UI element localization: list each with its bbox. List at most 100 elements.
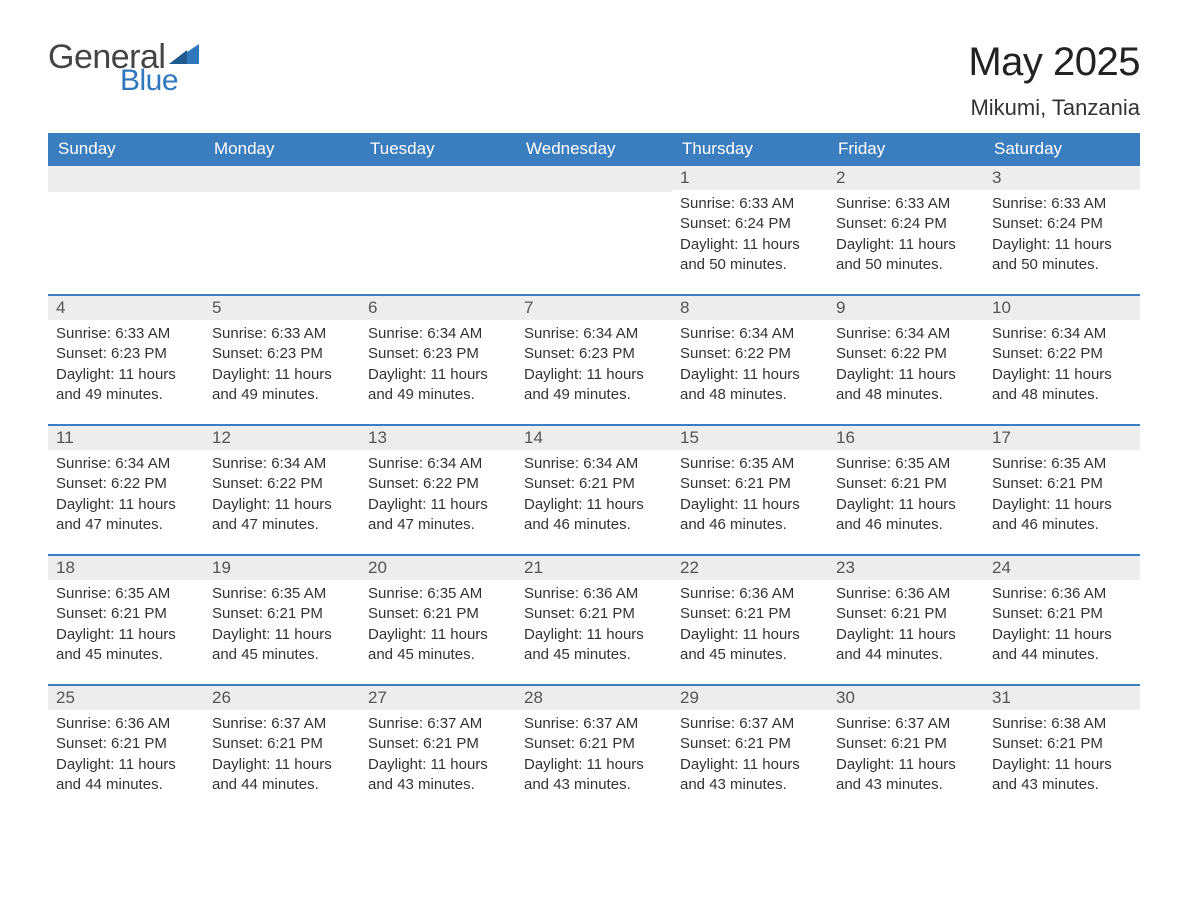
sunrise-text: Sunrise: 6:36 AM <box>56 714 196 734</box>
day-body: Sunrise: 6:34 AMSunset: 6:22 PMDaylight:… <box>48 450 204 543</box>
day-body: Sunrise: 6:37 AMSunset: 6:21 PMDaylight:… <box>204 710 360 803</box>
day-number: 1 <box>672 166 828 190</box>
day-number: 7 <box>516 296 672 320</box>
day-cell: 10Sunrise: 6:34 AMSunset: 6:22 PMDayligh… <box>984 296 1140 424</box>
daylight-text: Daylight: 11 hours and 50 minutes. <box>836 235 976 276</box>
sunrise-text: Sunrise: 6:36 AM <box>524 584 664 604</box>
week-row: 11Sunrise: 6:34 AMSunset: 6:22 PMDayligh… <box>48 424 1140 554</box>
day-body: Sunrise: 6:34 AMSunset: 6:21 PMDaylight:… <box>516 450 672 543</box>
day-cell: 22Sunrise: 6:36 AMSunset: 6:21 PMDayligh… <box>672 556 828 684</box>
sunset-text: Sunset: 6:22 PM <box>992 344 1132 364</box>
sunset-text: Sunset: 6:24 PM <box>680 214 820 234</box>
sunset-text: Sunset: 6:21 PM <box>524 734 664 754</box>
sunset-text: Sunset: 6:22 PM <box>212 474 352 494</box>
daylight-text: Daylight: 11 hours and 46 minutes. <box>836 495 976 536</box>
sunrise-text: Sunrise: 6:35 AM <box>56 584 196 604</box>
daylight-text: Daylight: 11 hours and 44 minutes. <box>836 625 976 666</box>
sunrise-text: Sunrise: 6:33 AM <box>212 324 352 344</box>
weekday-header: Saturday <box>984 133 1140 166</box>
weekday-header-row: SundayMondayTuesdayWednesdayThursdayFrid… <box>48 133 1140 166</box>
daylight-text: Daylight: 11 hours and 48 minutes. <box>680 365 820 406</box>
day-cell: 13Sunrise: 6:34 AMSunset: 6:22 PMDayligh… <box>360 426 516 554</box>
daylight-text: Daylight: 11 hours and 44 minutes. <box>212 755 352 796</box>
daylight-text: Daylight: 11 hours and 43 minutes. <box>992 755 1132 796</box>
daylight-text: Daylight: 11 hours and 47 minutes. <box>212 495 352 536</box>
sunrise-text: Sunrise: 6:34 AM <box>368 454 508 474</box>
day-body: Sunrise: 6:33 AMSunset: 6:23 PMDaylight:… <box>48 320 204 413</box>
sunrise-text: Sunrise: 6:33 AM <box>836 194 976 214</box>
sunrise-text: Sunrise: 6:34 AM <box>836 324 976 344</box>
logo-text-blue: Blue <box>120 66 199 96</box>
daylight-text: Daylight: 11 hours and 45 minutes. <box>212 625 352 666</box>
day-number: 6 <box>360 296 516 320</box>
sunrise-text: Sunrise: 6:37 AM <box>836 714 976 734</box>
sunset-text: Sunset: 6:23 PM <box>368 344 508 364</box>
day-cell: 17Sunrise: 6:35 AMSunset: 6:21 PMDayligh… <box>984 426 1140 554</box>
sunset-text: Sunset: 6:24 PM <box>992 214 1132 234</box>
day-body: Sunrise: 6:36 AMSunset: 6:21 PMDaylight:… <box>672 580 828 673</box>
weekday-header: Thursday <box>672 133 828 166</box>
day-cell: 20Sunrise: 6:35 AMSunset: 6:21 PMDayligh… <box>360 556 516 684</box>
day-number: 3 <box>984 166 1140 190</box>
daylight-text: Daylight: 11 hours and 43 minutes. <box>524 755 664 796</box>
day-number: 5 <box>204 296 360 320</box>
weekday-header: Tuesday <box>360 133 516 166</box>
logo: General Blue <box>48 40 199 96</box>
day-cell: 28Sunrise: 6:37 AMSunset: 6:21 PMDayligh… <box>516 686 672 814</box>
day-body: Sunrise: 6:37 AMSunset: 6:21 PMDaylight:… <box>672 710 828 803</box>
day-body: Sunrise: 6:36 AMSunset: 6:21 PMDaylight:… <box>48 710 204 803</box>
sunrise-text: Sunrise: 6:34 AM <box>56 454 196 474</box>
sunrise-text: Sunrise: 6:36 AM <box>992 584 1132 604</box>
day-number: 25 <box>48 686 204 710</box>
day-number: 26 <box>204 686 360 710</box>
day-body: Sunrise: 6:33 AMSunset: 6:24 PMDaylight:… <box>672 190 828 283</box>
sunset-text: Sunset: 6:21 PM <box>992 734 1132 754</box>
day-body: Sunrise: 6:34 AMSunset: 6:22 PMDaylight:… <box>360 450 516 543</box>
day-cell: 19Sunrise: 6:35 AMSunset: 6:21 PMDayligh… <box>204 556 360 684</box>
day-cell: 25Sunrise: 6:36 AMSunset: 6:21 PMDayligh… <box>48 686 204 814</box>
sunset-text: Sunset: 6:21 PM <box>56 604 196 624</box>
day-body: Sunrise: 6:37 AMSunset: 6:21 PMDaylight:… <box>516 710 672 803</box>
day-cell: 27Sunrise: 6:37 AMSunset: 6:21 PMDayligh… <box>360 686 516 814</box>
sunset-text: Sunset: 6:23 PM <box>212 344 352 364</box>
daylight-text: Daylight: 11 hours and 46 minutes. <box>524 495 664 536</box>
day-number: 19 <box>204 556 360 580</box>
day-body: Sunrise: 6:34 AMSunset: 6:23 PMDaylight:… <box>360 320 516 413</box>
day-number: 12 <box>204 426 360 450</box>
day-number: 21 <box>516 556 672 580</box>
day-cell: 4Sunrise: 6:33 AMSunset: 6:23 PMDaylight… <box>48 296 204 424</box>
sunset-text: Sunset: 6:21 PM <box>368 604 508 624</box>
sunrise-text: Sunrise: 6:35 AM <box>992 454 1132 474</box>
sunrise-text: Sunrise: 6:35 AM <box>368 584 508 604</box>
day-body: Sunrise: 6:34 AMSunset: 6:22 PMDaylight:… <box>984 320 1140 413</box>
day-number: 4 <box>48 296 204 320</box>
daylight-text: Daylight: 11 hours and 50 minutes. <box>992 235 1132 276</box>
calendar: SundayMondayTuesdayWednesdayThursdayFrid… <box>48 133 1140 814</box>
sunrise-text: Sunrise: 6:37 AM <box>524 714 664 734</box>
day-cell: 21Sunrise: 6:36 AMSunset: 6:21 PMDayligh… <box>516 556 672 684</box>
day-cell: 11Sunrise: 6:34 AMSunset: 6:22 PMDayligh… <box>48 426 204 554</box>
day-cell: 8Sunrise: 6:34 AMSunset: 6:22 PMDaylight… <box>672 296 828 424</box>
day-body: Sunrise: 6:37 AMSunset: 6:21 PMDaylight:… <box>360 710 516 803</box>
sunrise-text: Sunrise: 6:37 AM <box>680 714 820 734</box>
day-cell: 18Sunrise: 6:35 AMSunset: 6:21 PMDayligh… <box>48 556 204 684</box>
daylight-text: Daylight: 11 hours and 49 minutes. <box>368 365 508 406</box>
daylight-text: Daylight: 11 hours and 44 minutes. <box>56 755 196 796</box>
day-number: 20 <box>360 556 516 580</box>
day-cell: 30Sunrise: 6:37 AMSunset: 6:21 PMDayligh… <box>828 686 984 814</box>
sunrise-text: Sunrise: 6:34 AM <box>524 324 664 344</box>
day-number: 28 <box>516 686 672 710</box>
header: General Blue May 2025 Mikumi, Tanzania <box>48 40 1140 121</box>
sunset-text: Sunset: 6:21 PM <box>680 734 820 754</box>
sunrise-text: Sunrise: 6:37 AM <box>212 714 352 734</box>
day-cell: 23Sunrise: 6:36 AMSunset: 6:21 PMDayligh… <box>828 556 984 684</box>
location: Mikumi, Tanzania <box>968 95 1140 121</box>
day-body: Sunrise: 6:33 AMSunset: 6:24 PMDaylight:… <box>984 190 1140 283</box>
day-cell: 5Sunrise: 6:33 AMSunset: 6:23 PMDaylight… <box>204 296 360 424</box>
day-number: 30 <box>828 686 984 710</box>
day-cell: 6Sunrise: 6:34 AMSunset: 6:23 PMDaylight… <box>360 296 516 424</box>
daylight-text: Daylight: 11 hours and 47 minutes. <box>56 495 196 536</box>
day-cell <box>516 166 672 294</box>
sunrise-text: Sunrise: 6:35 AM <box>212 584 352 604</box>
daylight-text: Daylight: 11 hours and 48 minutes. <box>836 365 976 406</box>
